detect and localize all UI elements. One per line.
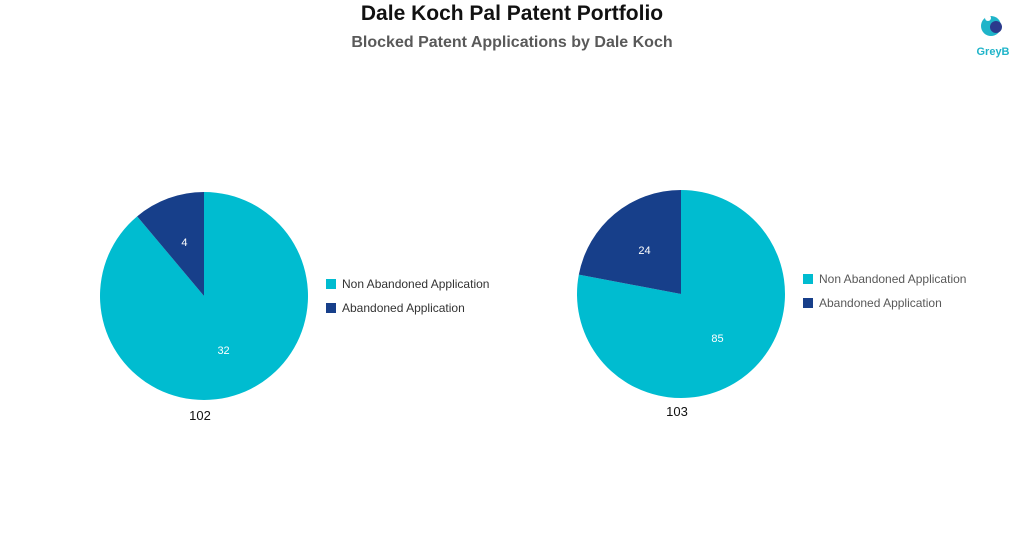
legend-chart-1: Non Abandoned Application Abandoned Appl…	[326, 272, 489, 320]
pie-2-slice-non-abandoned	[576, 190, 785, 398]
legend-swatch-abandoned	[326, 303, 336, 313]
pie-2-slice-abandoned	[578, 190, 681, 294]
legend-chart-2: Non Abandoned Application Abandoned Appl…	[803, 267, 966, 315]
legend-swatch-abandoned	[803, 298, 813, 308]
legend-label-non-abandoned: Non Abandoned Application	[819, 272, 967, 286]
pie-2-data-label: 85	[711, 333, 723, 345]
legend-label-non-abandoned: Non Abandoned Application	[342, 277, 490, 291]
pie-2-data-label: 24	[638, 245, 650, 257]
chart-subtitle: Blocked Patent Applications by Dale Koch	[351, 34, 673, 51]
legend-label-abandoned: Abandoned Application	[819, 296, 942, 310]
pie-1-data-label: 32	[217, 345, 229, 357]
legend-label-abandoned: Abandoned Application	[342, 301, 465, 315]
legend-item-abandoned: Abandoned Application	[803, 291, 966, 315]
pie-1-slice-abandoned	[137, 192, 204, 296]
legend-item-abandoned: Abandoned Application	[326, 296, 489, 320]
pie-2-category-label: 103	[666, 404, 688, 419]
legend-item-non-abandoned: Non Abandoned Application	[326, 272, 489, 296]
chart-title: Dale Koch Pal Patent Portfolio	[360, 2, 664, 25]
greyb-logo-mark	[981, 15, 1002, 36]
pie-1-data-label: 4	[181, 237, 187, 249]
pie-1-category-label: 102	[189, 408, 211, 423]
pie-1-slice-non-abandoned	[99, 192, 308, 401]
legend-swatch-non-abandoned	[326, 279, 336, 289]
legend-item-non-abandoned: Non Abandoned Application	[803, 267, 966, 291]
logo-text: GreyB	[976, 46, 1010, 58]
greyb-logo: GreyB	[970, 10, 1016, 66]
legend-swatch-non-abandoned	[803, 274, 813, 284]
